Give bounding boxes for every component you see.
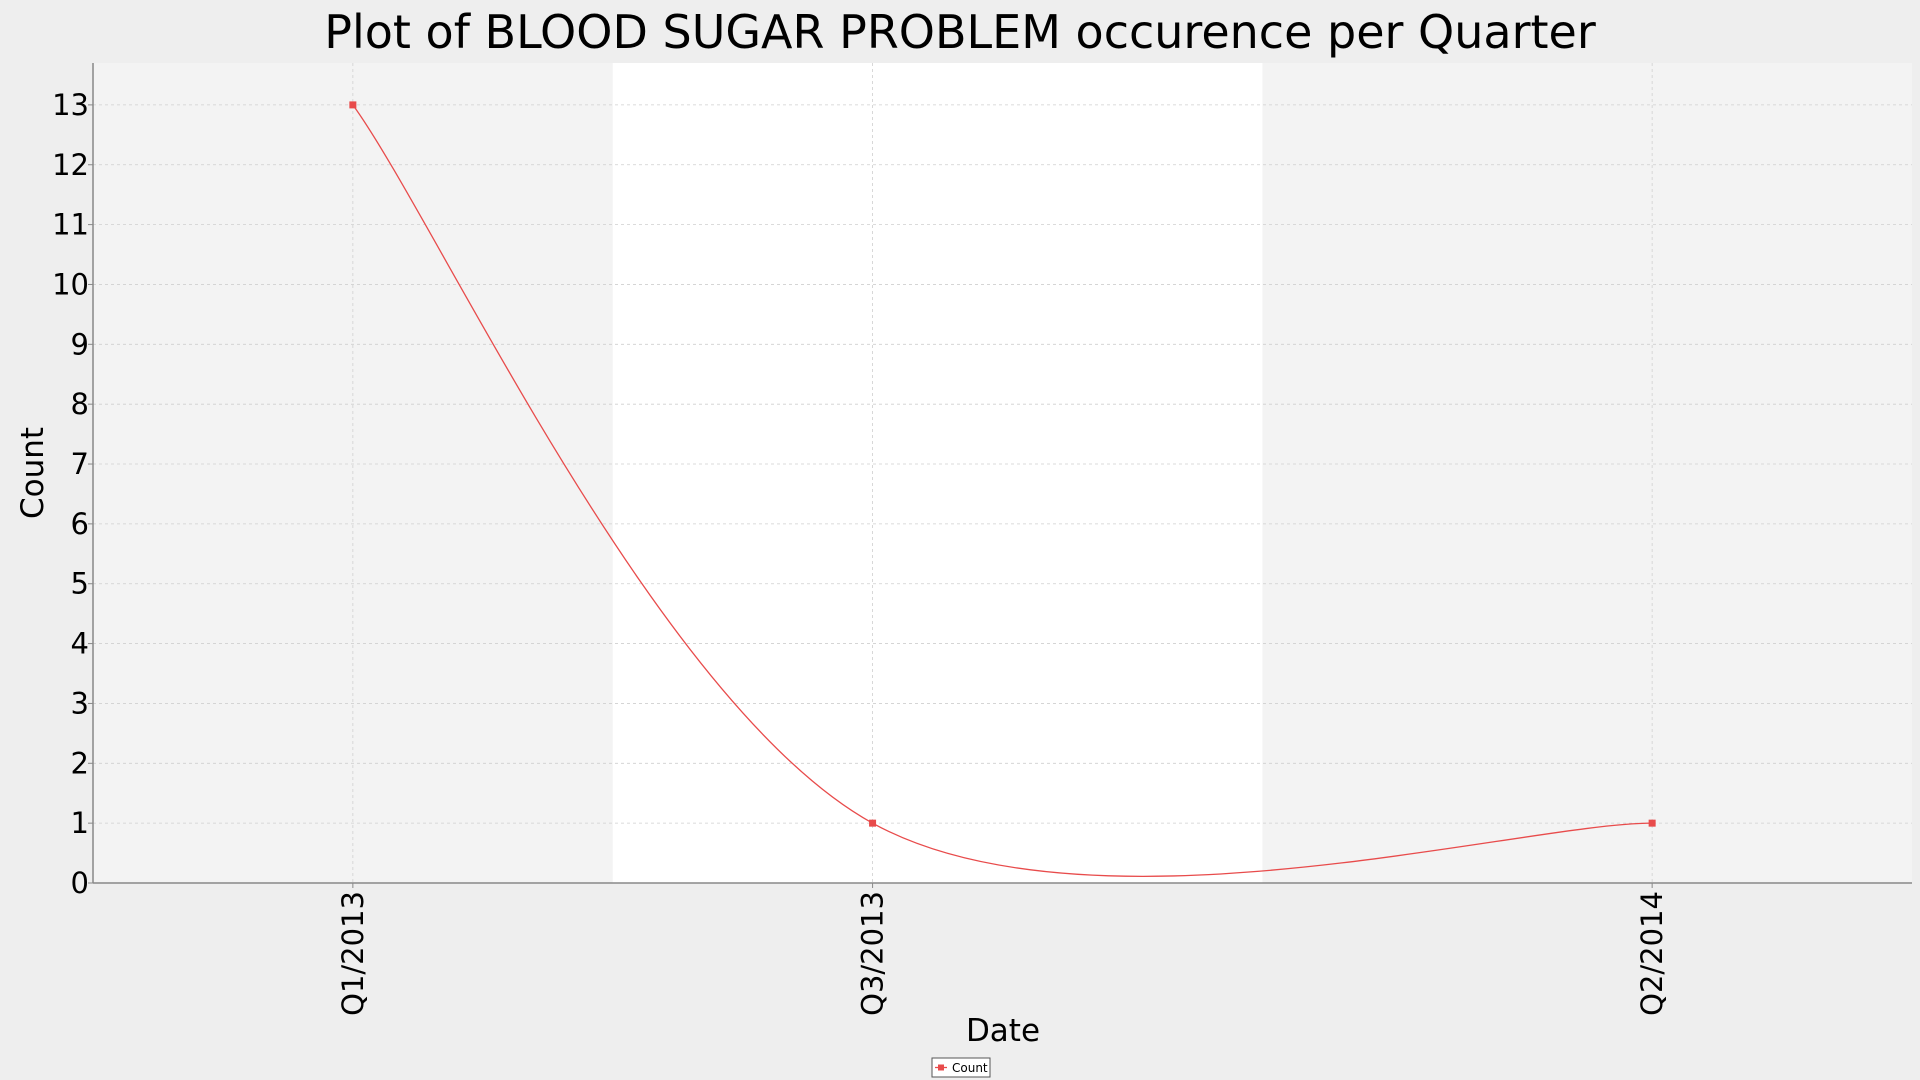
y-tick-label: 12: [52, 148, 89, 182]
y-tick-label: 6: [71, 507, 89, 541]
legend-entry-count: Count: [952, 1061, 988, 1075]
y-tick-label: 4: [71, 627, 89, 661]
data-point: [869, 819, 877, 827]
y-tick-label: 2: [71, 746, 89, 780]
chart-title: Plot of BLOOD SUGAR PROBLEM occurence pe…: [324, 5, 1596, 59]
y-tick-label: 10: [52, 267, 89, 301]
y-tick-label: 8: [71, 387, 89, 421]
y-tick-label: 5: [71, 567, 89, 601]
y-tick-label: 1: [71, 806, 89, 840]
y-tick-label: 9: [71, 327, 89, 361]
x-axis-label: Date: [966, 1013, 1040, 1049]
y-tick-label: 3: [71, 686, 89, 720]
x-tick-label: Q2/2014: [1635, 891, 1669, 1016]
y-tick-label: 7: [71, 447, 89, 481]
plot-bands: [612, 63, 1263, 883]
data-point: [1648, 819, 1656, 827]
legend-box: [931, 1057, 991, 1078]
series-count: [349, 101, 1656, 877]
plot-band: [612, 63, 1263, 883]
grid-lines: [93, 63, 1912, 884]
data-point: [349, 101, 357, 109]
y-tick-label: 11: [52, 208, 89, 242]
x-ticks: Q1/2013 Q3/2013 Q2/2014: [336, 883, 1669, 1016]
x-tick-label: Q1/2013: [336, 891, 370, 1016]
x-tick-label: Q3/2013: [856, 891, 890, 1016]
legend-marker: [938, 1064, 944, 1071]
legend: Count: [931, 1057, 991, 1078]
y-axis-label: Count: [15, 427, 51, 519]
y-tick-label: 13: [52, 88, 89, 122]
y-tick-label: 0: [71, 866, 89, 900]
